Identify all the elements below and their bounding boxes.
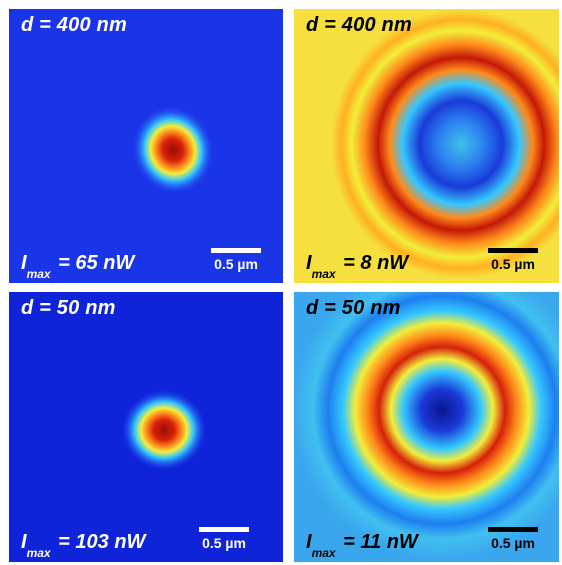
- intensity-map: [9, 9, 283, 283]
- distance-label: d = 50 nm: [21, 297, 116, 319]
- scale-bar: 0.5 µm: [484, 527, 542, 551]
- spot-panel-d400: d = 400 nm Imax = 65 nW 0.5 µm: [9, 9, 283, 283]
- intensity-map: [294, 292, 559, 562]
- distance-label: d = 400 nm: [306, 14, 412, 36]
- scale-bar: 0.5 µm: [195, 527, 253, 551]
- scale-bar-label: 0.5 µm: [491, 256, 535, 272]
- scale-bar-label: 0.5 µm: [214, 256, 258, 272]
- scale-bar: 0.5 µm: [484, 248, 542, 272]
- ring-panel-d50: d = 50 nm Imax = 11 nW 0.5 µm: [294, 292, 559, 562]
- max-intensity-label: Imax = 11 nW: [306, 531, 418, 560]
- scale-bar-label: 0.5 µm: [202, 535, 246, 551]
- intensity-map: [294, 9, 559, 283]
- spot-panel-d50: d = 50 nm Imax = 103 nW 0.5 µm: [9, 292, 283, 562]
- scale-bar: 0.5 µm: [207, 248, 265, 272]
- intensity-map: [9, 292, 283, 562]
- max-intensity-label: Imax = 103 nW: [21, 531, 146, 560]
- distance-label: d = 50 nm: [306, 297, 401, 319]
- scale-bar-label: 0.5 µm: [491, 535, 535, 551]
- ring-panel-d400: d = 400 nm Imax = 8 nW 0.5 µm: [294, 9, 559, 283]
- max-intensity-label: Imax = 65 nW: [21, 252, 135, 281]
- distance-label: d = 400 nm: [21, 14, 127, 36]
- max-intensity-label: Imax = 8 nW: [306, 252, 409, 281]
